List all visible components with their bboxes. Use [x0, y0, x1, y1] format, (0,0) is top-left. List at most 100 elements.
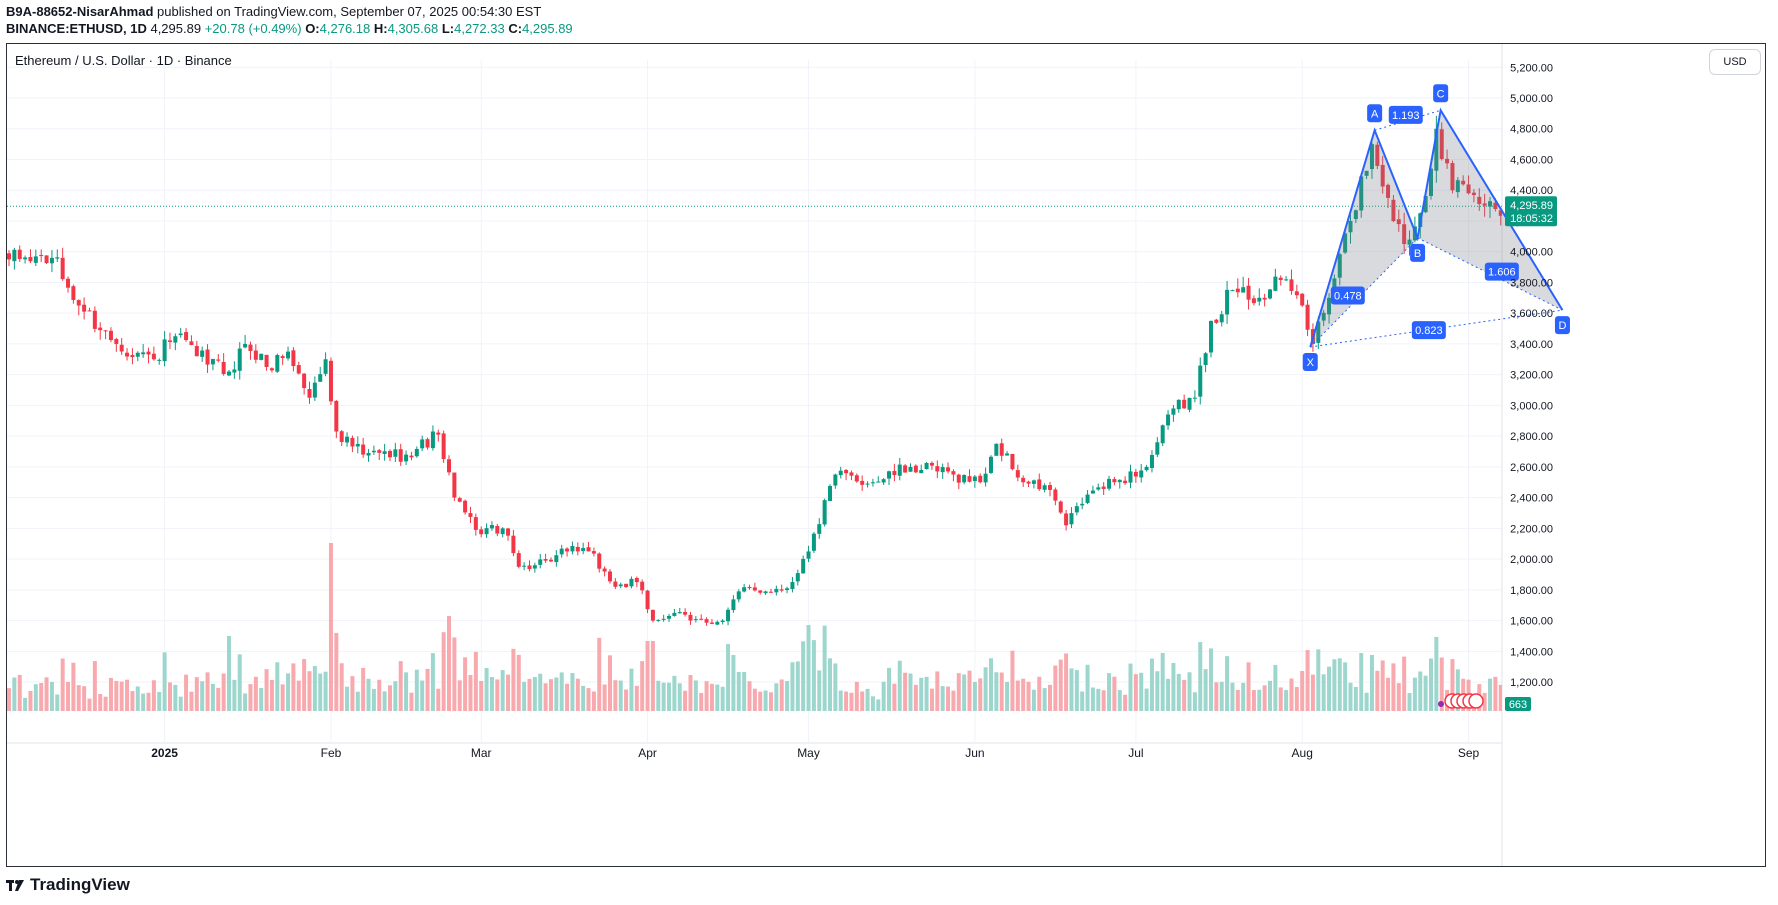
volume-bar: [495, 679, 500, 711]
volume-bar: [575, 678, 580, 711]
ratio-label[interactable]: 1.606: [1484, 262, 1519, 281]
candle-body: [1058, 501, 1063, 513]
author-name[interactable]: B9A-88652-NisarAhmad: [6, 4, 154, 19]
point-label-x[interactable]: X: [1302, 352, 1318, 371]
ratio-label-box: [1330, 286, 1365, 305]
candle-body: [1235, 288, 1240, 293]
volume-bar: [1112, 676, 1117, 711]
point-label-a[interactable]: A: [1367, 104, 1383, 123]
bcd-triangle: [1417, 110, 1563, 311]
point-label-c-text: C: [1437, 88, 1445, 100]
point-label-d[interactable]: D: [1554, 316, 1570, 335]
candle-body: [962, 475, 967, 483]
volume-bar: [699, 693, 704, 711]
ratio-label-box: [1411, 321, 1446, 340]
candle-body: [468, 513, 473, 517]
candle-body: [758, 590, 763, 593]
candle-body: [1289, 279, 1294, 291]
volume-bar: [243, 693, 248, 711]
candle-body: [656, 619, 661, 621]
candle-body: [924, 463, 929, 470]
candle-body: [640, 581, 645, 591]
time-axis[interactable]: 2025 Feb Mar Apr May Jun Jul Aug Sep: [151, 746, 1479, 760]
candle-body: [591, 551, 596, 554]
tradingview-logo-icon: [6, 878, 26, 892]
volume-bar: [1412, 677, 1417, 711]
candle-body: [17, 249, 22, 259]
volume-bar: [119, 681, 124, 711]
price-axis[interactable]: 1,200.00 1,400.00 1,600.00 1,800.00 2,000.00…: [1510, 62, 1553, 689]
volume-bar: [382, 691, 387, 711]
candle-body: [307, 388, 312, 398]
candle-body: [366, 452, 371, 456]
volume-bar: [425, 668, 430, 711]
candle-body: [173, 336, 178, 343]
candle-body: [1251, 298, 1256, 304]
candle-body: [355, 443, 360, 447]
volume-bar: [988, 658, 993, 711]
currency-button[interactable]: USD: [1709, 49, 1761, 75]
volume-bar: [999, 672, 1004, 711]
volume-bar: [157, 691, 162, 711]
candle-body: [1128, 471, 1133, 483]
volume-bar: [371, 688, 376, 711]
candle-body: [1155, 442, 1160, 455]
footer-brand-text: TradingView: [30, 875, 130, 894]
candle-body: [1192, 397, 1197, 399]
event-flag-icon[interactable]: [1468, 693, 1484, 709]
point-label-b[interactable]: B: [1410, 243, 1426, 262]
ratio-label[interactable]: 1.193: [1388, 105, 1423, 124]
price-tick-label: 2,600.00: [1510, 462, 1553, 474]
volume-bar: [452, 637, 457, 711]
volume-bar: [205, 672, 210, 711]
candle-body: [33, 256, 38, 263]
candle-body: [688, 614, 693, 621]
volume-bar: [586, 688, 591, 711]
candle-body: [441, 433, 446, 460]
ratio-label[interactable]: 0.823: [1411, 321, 1446, 340]
volume-badge: [1505, 697, 1531, 711]
candle-body: [602, 568, 607, 572]
volume-bar: [489, 677, 494, 711]
volume-bar: [1058, 659, 1063, 711]
volume-bar: [409, 692, 414, 711]
ratio-label[interactable]: 0.478: [1330, 286, 1365, 305]
candle-body: [1101, 486, 1106, 489]
harmonic-pattern[interactable]: X A B C D 0.478 1.193 1.606 0.823: [1302, 84, 1570, 371]
candle-body: [1380, 164, 1385, 187]
point-label-c[interactable]: C: [1433, 84, 1449, 103]
candle-body: [1364, 170, 1369, 176]
volume-bar: [1031, 689, 1036, 711]
candle-body: [1343, 233, 1348, 253]
candle-body: [1300, 293, 1305, 306]
candle-body: [1461, 180, 1466, 185]
candle-body: [420, 439, 425, 449]
volume-bar: [216, 687, 221, 711]
candle-body: [243, 343, 248, 348]
volume-bar: [1305, 650, 1310, 711]
volume-bar: [1166, 678, 1171, 711]
close-value: 4,295.89: [522, 21, 573, 36]
candle-body: [1117, 479, 1122, 483]
volume-bar: [1284, 690, 1289, 711]
volume-bar: [908, 673, 913, 711]
candle-body: [1069, 513, 1074, 525]
event-dot-icon[interactable]: [1438, 701, 1444, 707]
volume-bar: [1117, 690, 1122, 711]
volume-bar: [1380, 660, 1385, 711]
candle-body: [1327, 297, 1332, 315]
candle-body: [1428, 168, 1433, 196]
candle-body: [860, 480, 865, 485]
volume-bar: [318, 673, 323, 711]
candle-body: [1268, 289, 1273, 299]
candle-body: [506, 528, 511, 536]
volume-bar: [1064, 653, 1069, 711]
candle-body: [135, 352, 140, 357]
candle-body: [1278, 277, 1283, 281]
volume-bar: [1327, 666, 1332, 711]
volume-bar: [516, 654, 521, 711]
candle-body: [1182, 399, 1187, 409]
candle-body: [849, 472, 854, 476]
candle-body: [1337, 254, 1342, 278]
